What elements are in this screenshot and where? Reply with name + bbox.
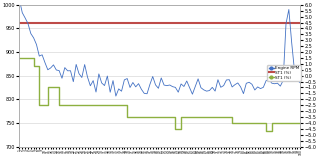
Legend: Engine RPM, ST1 (%), ST1 (%): Engine RPM, ST1 (%), ST1 (%) [268, 65, 301, 81]
